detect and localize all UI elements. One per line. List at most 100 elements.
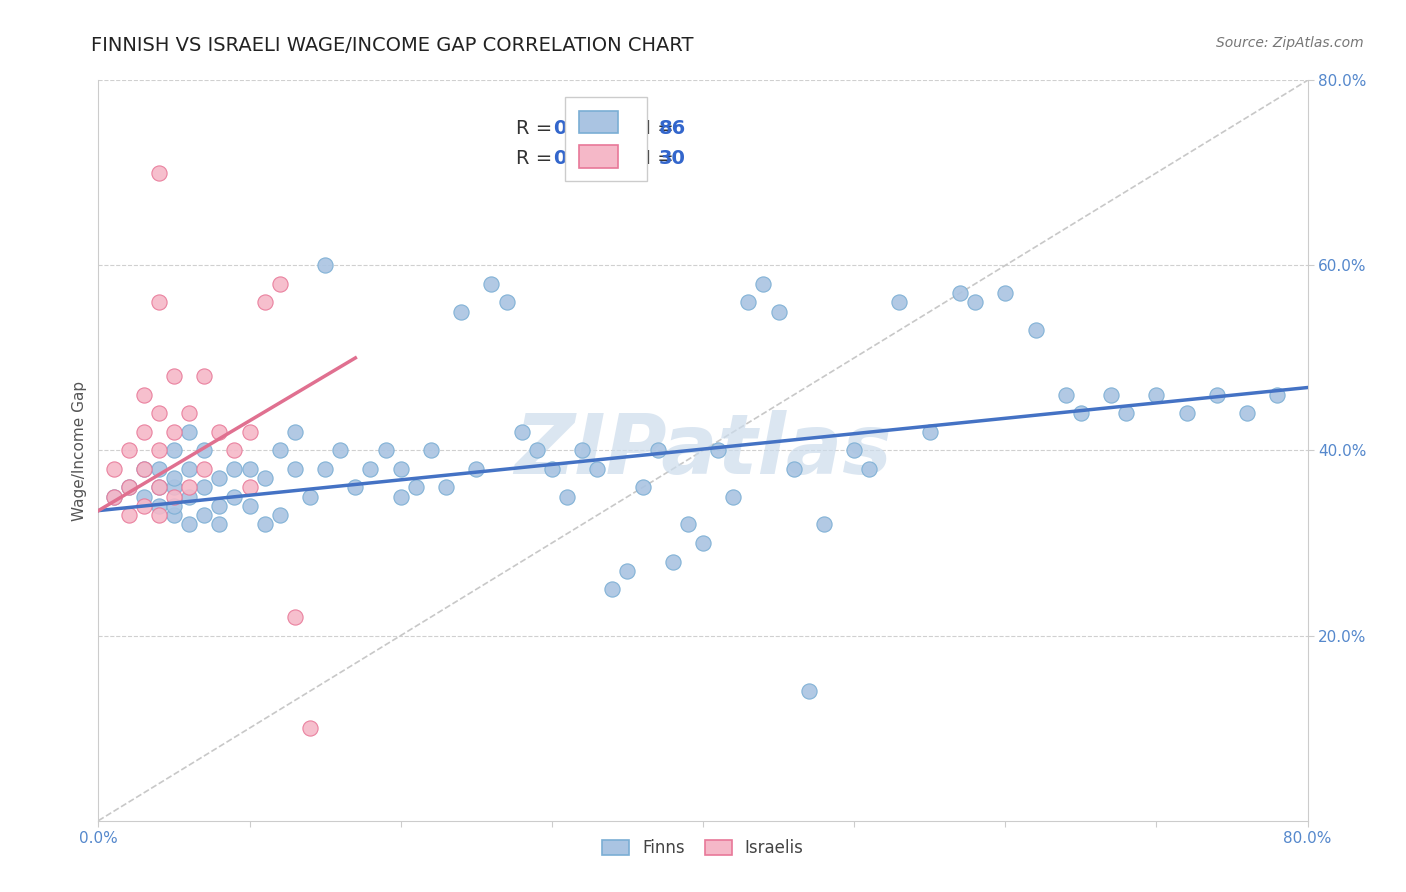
Point — [208, 499, 231, 513]
Point — [148, 166, 170, 180]
Point — [329, 443, 352, 458]
Point — [631, 481, 654, 495]
Point — [299, 490, 322, 504]
Point — [813, 517, 835, 532]
Point — [118, 443, 141, 458]
Point — [783, 462, 806, 476]
Point — [253, 295, 276, 310]
Point — [132, 499, 155, 513]
Point — [148, 508, 170, 523]
Point — [389, 490, 412, 504]
Point — [132, 388, 155, 402]
Point — [179, 490, 201, 504]
Point — [208, 471, 231, 485]
Point — [299, 721, 322, 735]
Point — [163, 508, 186, 523]
Point — [148, 462, 170, 476]
Point — [918, 425, 941, 439]
Point — [1267, 388, 1289, 402]
Point — [768, 304, 790, 318]
Point — [450, 304, 472, 318]
Point — [148, 295, 170, 310]
Point — [707, 443, 730, 458]
Point — [179, 481, 201, 495]
Point — [163, 490, 186, 504]
Point — [723, 490, 745, 504]
Point — [193, 481, 215, 495]
Text: ZIPatlas: ZIPatlas — [515, 410, 891, 491]
Point — [495, 295, 517, 310]
Point — [510, 425, 533, 439]
Point — [163, 443, 186, 458]
Point — [616, 564, 638, 578]
Point — [752, 277, 775, 291]
Point — [889, 295, 911, 310]
Point — [103, 462, 125, 476]
Point — [253, 471, 276, 485]
Point — [148, 499, 170, 513]
Point — [405, 481, 427, 495]
Point — [949, 286, 972, 301]
Point — [118, 508, 141, 523]
Point — [540, 462, 562, 476]
Point — [465, 462, 488, 476]
Point — [858, 462, 880, 476]
Point — [647, 443, 669, 458]
Point — [118, 481, 141, 495]
Point — [163, 481, 186, 495]
Point — [676, 517, 699, 532]
Point — [132, 425, 155, 439]
Point — [148, 443, 170, 458]
Text: 0.208: 0.208 — [553, 148, 614, 168]
Point — [224, 462, 246, 476]
Point — [1175, 407, 1198, 421]
Point — [269, 443, 291, 458]
Point — [163, 499, 186, 513]
Point — [994, 286, 1017, 301]
Point — [1144, 388, 1167, 402]
Point — [179, 462, 201, 476]
Legend: Finns, Israelis: Finns, Israelis — [596, 833, 810, 864]
Point — [284, 462, 307, 476]
Point — [571, 443, 593, 458]
Point — [239, 462, 262, 476]
Point — [224, 443, 246, 458]
Point — [314, 259, 336, 273]
Point — [965, 295, 987, 310]
Point — [1236, 407, 1258, 421]
Point — [692, 536, 714, 550]
Point — [179, 407, 201, 421]
Point — [193, 508, 215, 523]
Point — [344, 481, 367, 495]
Point — [103, 490, 125, 504]
Point — [193, 462, 215, 476]
Point — [526, 443, 548, 458]
Point — [208, 517, 231, 532]
Point — [132, 462, 155, 476]
Point — [434, 481, 457, 495]
Point — [1054, 388, 1077, 402]
Point — [374, 443, 396, 458]
Point — [193, 443, 215, 458]
Text: R =: R = — [516, 148, 558, 168]
Point — [586, 462, 609, 476]
Point — [239, 425, 262, 439]
Point — [602, 582, 624, 597]
Text: R =: R = — [516, 119, 558, 138]
Point — [314, 462, 336, 476]
Point — [797, 684, 820, 698]
Point — [420, 443, 443, 458]
Text: Source: ZipAtlas.com: Source: ZipAtlas.com — [1216, 36, 1364, 50]
Point — [148, 481, 170, 495]
Point — [844, 443, 866, 458]
Point — [481, 277, 503, 291]
Point — [253, 517, 276, 532]
Point — [208, 425, 231, 439]
Point — [193, 369, 215, 384]
Point — [360, 462, 382, 476]
Point — [163, 425, 186, 439]
Point — [284, 425, 307, 439]
Point — [148, 481, 170, 495]
Point — [179, 517, 201, 532]
Point — [239, 481, 262, 495]
